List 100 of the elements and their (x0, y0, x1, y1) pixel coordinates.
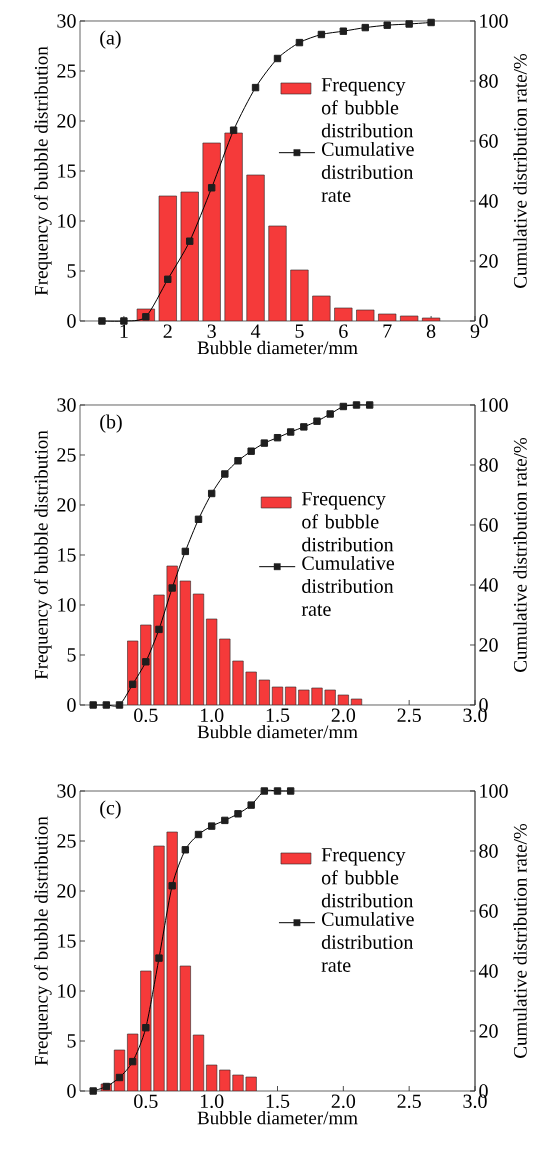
chart-title: (a) (100, 30, 121, 49)
point (339, 402, 348, 411)
point (194, 515, 203, 523)
point (405, 20, 413, 28)
y-tick-label: 20 (57, 114, 76, 128)
x-tick-label: 6 (339, 324, 348, 338)
point (326, 410, 334, 418)
y-tick-label: 10 (58, 598, 76, 612)
y2-tick-label: 80 (479, 844, 498, 858)
y-tick-label: 0 (67, 1084, 76, 1098)
point (273, 787, 282, 795)
point (286, 428, 295, 436)
legend-label: Cumulative distribution rate (301, 555, 395, 616)
chart-title: (c) (100, 800, 121, 819)
x-tick-label: 1.0 (200, 708, 224, 723)
x-tick-label: 7 (383, 324, 392, 338)
y-tick-label: 25 (57, 448, 76, 462)
point (234, 457, 242, 465)
y2-tick-label: 0 (479, 314, 488, 328)
point (221, 816, 229, 825)
legend-label: Cumulative distribution rate (321, 141, 414, 202)
bar (153, 594, 165, 705)
point (300, 423, 308, 431)
y2-axis-title: Cumulative distribution rate/% (513, 53, 527, 288)
point (234, 810, 242, 818)
point (194, 830, 203, 839)
point (155, 954, 163, 962)
point (128, 680, 137, 688)
y2-tick-label: 40 (478, 964, 498, 978)
y-tick-label: 20 (57, 498, 76, 512)
y-tick-label: 30 (57, 14, 76, 28)
bar (246, 174, 265, 321)
point (247, 447, 255, 455)
point (427, 18, 435, 27)
point (181, 846, 190, 854)
bar (232, 660, 244, 705)
point (164, 275, 172, 283)
y-tick-label: 25 (57, 834, 76, 848)
x-axis-title: Bubble diameter/mm (197, 724, 358, 739)
point (115, 1073, 124, 1082)
y-axis-title: Frequency of bubble distribution (34, 816, 52, 1066)
y2-tick-label: 100 (480, 14, 508, 28)
point (361, 23, 369, 32)
y2-tick-label: 20 (479, 254, 498, 268)
point (168, 584, 176, 592)
point (128, 1057, 137, 1066)
point (155, 625, 163, 634)
x-tick-label: 1.5 (266, 1094, 290, 1108)
x-tick-label: 1 (120, 324, 128, 338)
x-tick-label: 4 (250, 324, 261, 338)
bar (127, 640, 139, 705)
x-tick-label: 0.5 (134, 1094, 158, 1109)
y2-tick-label: 20 (479, 1024, 498, 1038)
bar (202, 142, 221, 321)
x-tick-label: 2.0 (331, 708, 356, 723)
y-tick-label: 0 (67, 698, 76, 712)
y2-tick-label: 60 (479, 518, 498, 532)
y-tick-label: 10 (58, 214, 76, 228)
legend-label: Frequency of bubble distribution (321, 848, 414, 908)
x-tick-label: 5 (295, 324, 304, 338)
point (260, 439, 269, 447)
point (142, 658, 150, 666)
y-tick-label: 0 (67, 314, 76, 328)
point (207, 822, 216, 830)
point (260, 787, 269, 795)
bar (268, 225, 287, 321)
point (207, 184, 216, 192)
x-tick-label: 3 (207, 324, 216, 338)
point (229, 126, 238, 134)
x-axis-title: Bubble diameter/mm (197, 1110, 358, 1125)
y-tick-label: 5 (67, 648, 76, 662)
point (181, 547, 190, 556)
y-axis-title: Frequency of bubble distribution (34, 430, 52, 680)
bar (140, 624, 152, 705)
x-tick-label: 2.5 (397, 708, 421, 723)
x-tick-label: 2.5 (397, 1094, 421, 1109)
point (317, 30, 326, 39)
y2-tick-label: 40 (478, 578, 498, 592)
y-tick-label: 15 (58, 934, 76, 948)
bar (140, 970, 152, 1091)
y-tick-label: 5 (67, 1034, 76, 1048)
x-tick-label: 2 (163, 324, 172, 338)
point (142, 1024, 150, 1032)
y-tick-label: 30 (57, 398, 76, 412)
y2-tick-label: 80 (479, 458, 498, 472)
y2-tick-label: 60 (479, 134, 498, 148)
bar (153, 845, 165, 1091)
y-tick-label: 30 (57, 784, 76, 798)
x-tick-label: 0.5 (134, 708, 158, 723)
y2-tick-label: 80 (479, 74, 498, 88)
y2-tick-label: 100 (480, 784, 508, 798)
y-tick-label: 15 (58, 548, 76, 562)
y2-axis-title: Cumulative distribution rate/% (513, 437, 527, 672)
x-tick-label: 8 (426, 324, 436, 339)
x-tick-label: 1.5 (266, 708, 290, 722)
y2-tick-label: 60 (479, 904, 498, 918)
bar (166, 831, 178, 1091)
x-tick-label: 1.0 (200, 1094, 224, 1109)
y-tick-label: 15 (58, 164, 76, 178)
point (365, 401, 374, 409)
